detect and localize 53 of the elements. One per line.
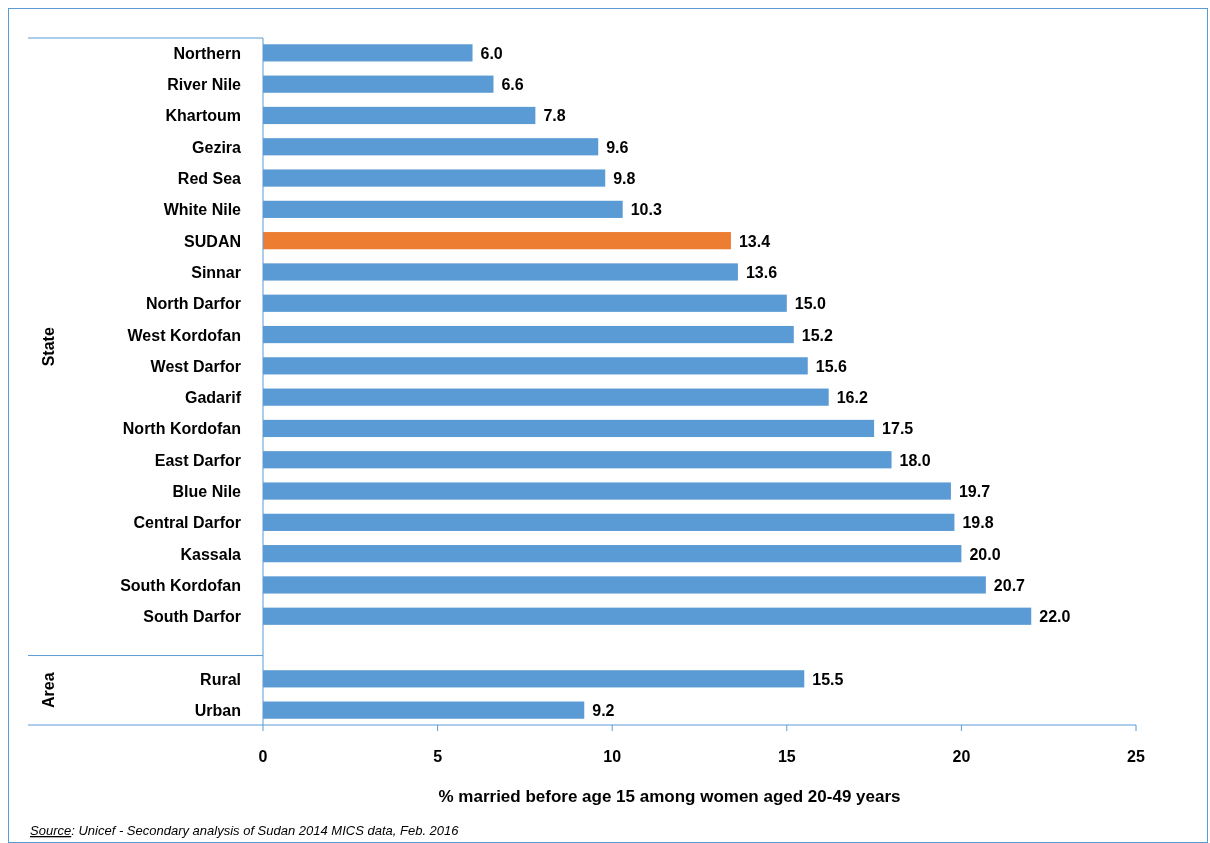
data-label: 6.0 [480,44,503,62]
data-label: 22.0 [1039,608,1071,626]
x-tick-label: 5 [433,748,443,765]
y-tick-label: Rural [200,670,241,688]
y-tick-label: SUDAN [184,232,241,250]
y-tick-label: East Darfor [154,451,241,469]
data-label: 18.0 [899,451,931,469]
data-label: 19.8 [962,514,994,532]
x-tick-label: 25 [1127,748,1145,765]
y-tick-label: Red Sea [177,170,242,188]
text: Area [40,672,57,709]
data-label: 9.2 [592,702,615,720]
x-axis-title: % married before age 15 among women aged 20-49 years [438,787,901,806]
data-label: 15.5 [812,670,844,688]
data-label: 6.6 [501,76,524,94]
data-label: 19.7 [958,483,991,501]
y-tick-label: Blue Nile [172,483,242,501]
data-label: 17.5 [882,420,914,438]
x-tick-label: 0 [258,748,268,765]
y-tick-label: Northern [173,44,241,62]
data-label: 10.3 [630,201,662,219]
y-tick-label: Kassala [180,545,242,563]
y-tick-label: South Darfor [143,608,241,626]
source-note: Source: Unicef - Secondary analysis of Sudan 2014 MICS data, Feb. 2016 [30,823,460,838]
y-tick-label: Central Darfor [133,514,241,532]
text: State [40,327,57,367]
data-label: 15.6 [815,357,847,375]
data-label: 9.6 [606,138,629,156]
y-tick-label: Urban [194,702,241,720]
y-tick-label: West Darfor [150,357,241,375]
y-tick-label: Khartoum [165,107,241,125]
data-label: 13.4 [738,232,771,250]
y-tick-label: River Nile [167,76,242,94]
y-tick-label: West Kordofan [127,326,241,344]
y-tick-label: White Nile [163,201,242,219]
y-tick-label: Gezira [192,138,242,156]
x-tick-label: 20 [952,748,971,765]
data-label: 7.8 [543,107,566,125]
data-label: 20.0 [969,545,1001,563]
x-tick-label: 15 [777,748,796,765]
y-tick-label: North Kordofan [122,420,241,438]
data-label: 15.0 [794,295,827,313]
y-tick-label: South Kordofan [120,576,241,594]
data-label: 20.7 [993,576,1026,594]
data-label: 16.2 [836,389,868,407]
bar [263,232,731,250]
x-tick-label: 10 [603,748,622,765]
y-tick-label: Gadarif [184,389,242,407]
data-label: 15.2 [801,326,834,344]
y-tick-label: North Darfor [145,295,241,313]
data-label: 13.6 [745,263,778,281]
y-tick-label: Sinnar [191,263,241,281]
data-label: 9.8 [613,170,636,188]
